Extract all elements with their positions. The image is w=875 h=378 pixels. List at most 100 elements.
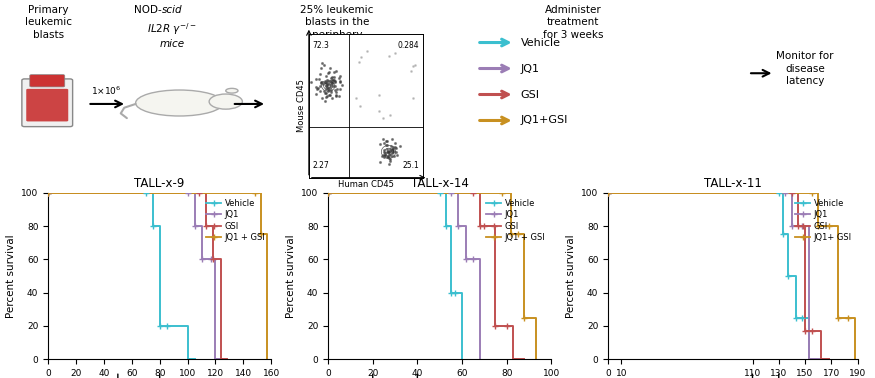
Point <box>309 84 323 90</box>
Point <box>315 95 329 101</box>
FancyBboxPatch shape <box>30 75 65 87</box>
Point <box>325 81 339 87</box>
Point <box>319 86 333 92</box>
Point <box>376 115 390 121</box>
Text: $IL2R$ $\gamma^{-/-}$
mice: $IL2R$ $\gamma^{-/-}$ mice <box>148 21 197 50</box>
Point <box>384 143 398 149</box>
Point <box>321 85 335 91</box>
Point <box>374 153 388 159</box>
Text: $1{\times}10^6$: $1{\times}10^6$ <box>92 84 122 97</box>
Point <box>388 140 402 146</box>
Point <box>322 81 336 87</box>
Point <box>325 94 339 101</box>
Point <box>332 93 346 99</box>
Point <box>406 63 420 69</box>
Point <box>379 142 393 148</box>
Point <box>388 149 402 155</box>
Point <box>323 65 337 71</box>
Point <box>323 78 337 84</box>
Text: Administer
treatment
for 3 weeks: Administer treatment for 3 weeks <box>542 5 604 40</box>
Point <box>311 85 325 91</box>
Point <box>382 161 396 167</box>
Point <box>333 79 347 85</box>
Point <box>314 65 328 71</box>
Point <box>315 79 329 85</box>
Point <box>382 149 396 155</box>
Point <box>318 83 332 89</box>
Point <box>314 80 328 86</box>
Point <box>312 83 326 89</box>
Point <box>328 87 342 93</box>
Point <box>330 86 344 92</box>
Point <box>315 60 329 66</box>
Point <box>385 147 399 153</box>
FancyBboxPatch shape <box>22 79 73 127</box>
Point <box>377 141 391 147</box>
Point <box>375 136 389 143</box>
Point <box>320 84 334 90</box>
Point <box>354 54 367 60</box>
X-axis label: Human CD45: Human CD45 <box>338 180 394 189</box>
Point <box>382 151 396 157</box>
Text: 2.27: 2.27 <box>312 161 329 170</box>
Point <box>318 62 332 68</box>
Point <box>378 152 392 158</box>
Title: TALL-x-11: TALL-x-11 <box>704 177 762 190</box>
Point <box>321 70 335 76</box>
Point <box>387 153 401 159</box>
Point <box>382 53 396 59</box>
Point <box>332 78 346 84</box>
Point <box>378 150 392 156</box>
Point <box>326 77 340 83</box>
Point <box>327 74 341 81</box>
Point <box>348 95 362 101</box>
Point <box>385 147 399 153</box>
Legend: Vehicle, JQ1, GSI, JQ1+ GSI: Vehicle, JQ1, GSI, JQ1+ GSI <box>794 197 853 244</box>
Point <box>320 82 334 88</box>
Point <box>312 88 326 94</box>
Point <box>383 146 397 152</box>
Point <box>324 87 338 93</box>
Point <box>383 152 397 158</box>
Point <box>376 152 390 158</box>
Point <box>377 149 391 155</box>
Point <box>323 84 337 90</box>
Point <box>386 148 400 154</box>
Point <box>335 82 349 88</box>
Point <box>319 73 333 79</box>
Point <box>404 68 418 74</box>
Text: Vehicle: Vehicle <box>521 37 561 48</box>
Point <box>381 153 395 160</box>
Text: Primary
leukemic
blasts: Primary leukemic blasts <box>24 5 72 40</box>
Point <box>329 89 343 95</box>
Title: TALL-x-14: TALL-x-14 <box>410 177 469 190</box>
Text: JQ1+GSI: JQ1+GSI <box>521 116 568 125</box>
Text: scid: scid <box>162 5 183 15</box>
Text: JQ1: JQ1 <box>521 64 540 73</box>
Point <box>386 144 400 150</box>
Point <box>313 71 327 77</box>
Point <box>327 79 341 85</box>
Point <box>329 92 343 98</box>
Point <box>385 136 399 142</box>
Point <box>385 153 399 160</box>
Point <box>388 50 402 56</box>
Point <box>374 141 388 147</box>
Point <box>324 82 338 88</box>
Point <box>322 87 336 93</box>
Point <box>408 62 422 68</box>
Point <box>325 77 339 83</box>
Y-axis label: Percent survival: Percent survival <box>5 234 16 318</box>
Point <box>326 77 340 83</box>
Point <box>320 93 334 99</box>
Point <box>377 154 391 160</box>
Point <box>328 83 342 89</box>
Point <box>372 92 386 98</box>
Point <box>374 159 388 165</box>
Point <box>325 80 339 86</box>
Point <box>318 98 332 104</box>
Point <box>321 78 335 84</box>
Point <box>385 150 399 156</box>
Point <box>325 79 339 85</box>
Point <box>381 153 395 159</box>
